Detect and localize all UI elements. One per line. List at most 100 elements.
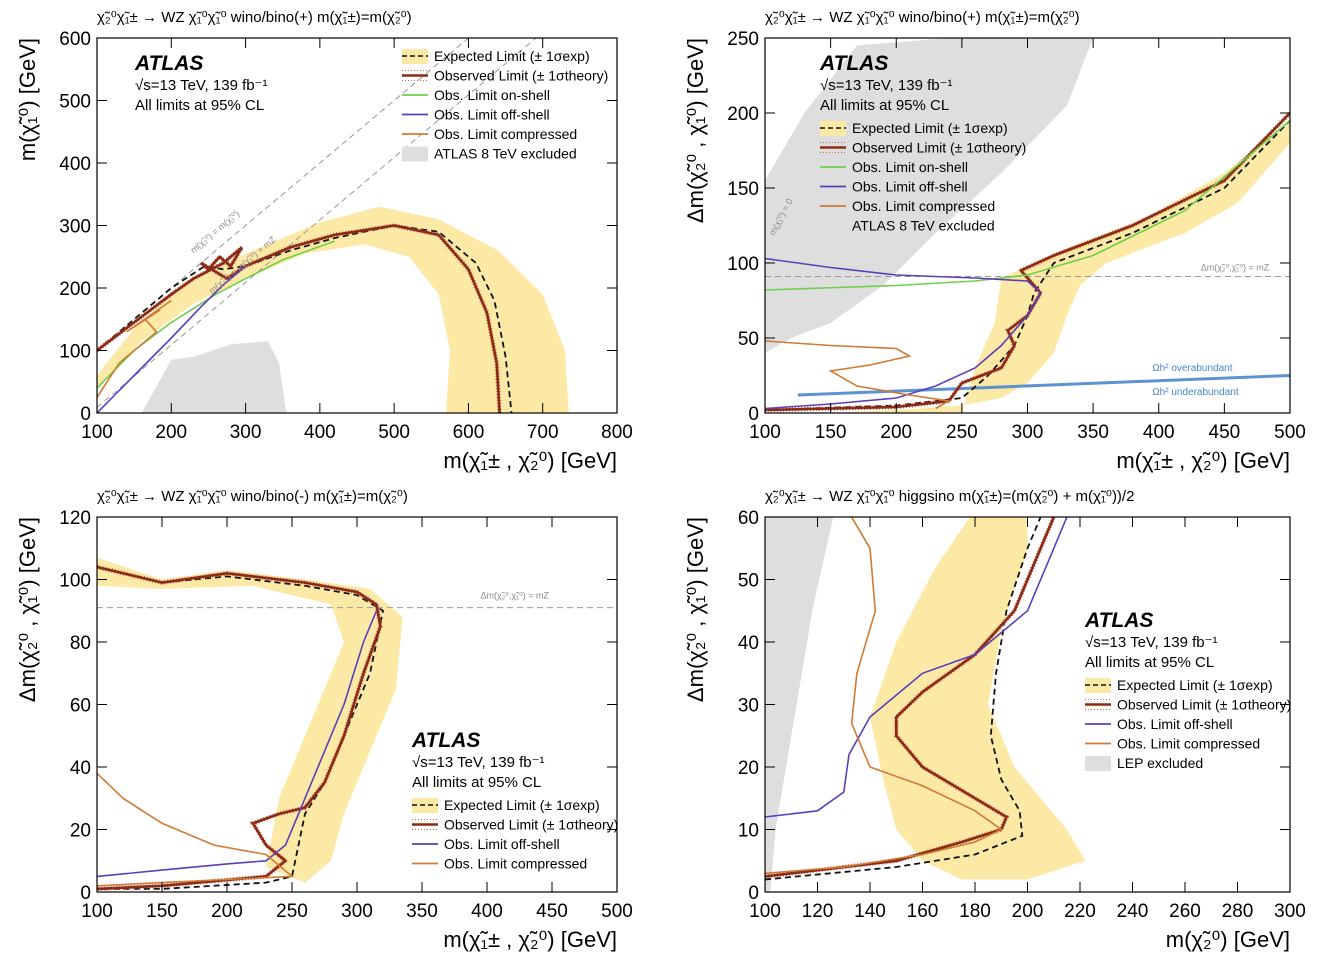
y-tick-label: 600 (59, 29, 91, 50)
y-tick-label: 50 (738, 329, 759, 350)
series-obs-limit-compressed (765, 517, 1003, 875)
x-tick-label: 100 (749, 901, 781, 922)
y-tick-label: 40 (70, 758, 91, 779)
excluded-region (765, 38, 1094, 353)
series-obs-limit-off-shell (97, 265, 247, 413)
series-obs-limit-off-shell (765, 517, 1068, 818)
y-tick-label: 40 (738, 633, 759, 654)
y-tick-label: 100 (59, 571, 91, 592)
x-tick-label: 250 (276, 901, 308, 922)
y-axis-label: Δm(χ̃₂⁰ , χ̃₁⁰) [GeV] (683, 38, 708, 223)
series-observed-limit (765, 517, 1055, 878)
x-tick-label: 300 (1012, 422, 1044, 443)
y-tick-label: 300 (59, 217, 91, 238)
plot-area (97, 38, 569, 413)
annotation-label: Ωh² overabundant (1152, 363, 1233, 374)
x-tick-label: 240 (1117, 901, 1149, 922)
legend-label: Obs. Limit on-shell (852, 159, 968, 175)
y-tick-label: 0 (80, 883, 91, 904)
legend-label: Obs. Limit compressed (852, 198, 995, 214)
energy-lumi-label: √s=13 TeV, 139 fb⁻¹ (1085, 634, 1218, 651)
atlas-label: ATLAS (819, 52, 888, 75)
x-tick-label: 160 (907, 901, 939, 922)
y-tick-label: 0 (748, 883, 759, 904)
legend-label: Observed Limit (± 1σtheory) (444, 817, 618, 833)
legend-label: Obs. Limit off-shell (434, 107, 550, 123)
atlas-label: ATLAS (134, 52, 203, 75)
kinematic-diagonal-1 (97, 38, 537, 408)
x-tick-label: 100 (749, 422, 781, 443)
series-obs-limit-compressed (97, 299, 172, 398)
energy-lumi-label: √s=13 TeV, 139 fb⁻¹ (135, 77, 268, 94)
legend-label: LEP excluded (1117, 755, 1203, 771)
x-tick-label: 500 (601, 901, 633, 922)
atlas-label: ATLAS (1084, 609, 1153, 632)
x-axis-label: m(χ̃₁± , χ̃₂⁰) [GeV] (443, 927, 617, 952)
legend-label: Obs. Limit off-shell (444, 836, 560, 852)
series-expected-limit (765, 517, 1042, 881)
chart-title: χ̃₂⁰χ̃₁± → WZ χ̃₁⁰χ̃₁⁰ wino/bino(+) m(χ̃… (97, 9, 412, 26)
energy-lumi-label: √s=13 TeV, 139 fb⁻¹ (820, 77, 953, 94)
y-tick-label: 400 (59, 154, 91, 175)
x-tick-label: 150 (815, 422, 847, 443)
legend-label: Expected Limit (± 1σexp) (852, 120, 1008, 136)
x-tick-label: 300 (341, 901, 373, 922)
x-tick-label: 450 (1209, 422, 1241, 443)
y-tick-label: 20 (70, 821, 91, 842)
x-tick-label: 180 (959, 901, 991, 922)
x-tick-label: 500 (1274, 422, 1306, 443)
y-tick-label: 30 (738, 696, 759, 717)
y-axis-label: m(χ̃₁⁰) [GeV] (15, 38, 40, 161)
x-axis-label: m(χ̃₁± , χ̃₂⁰) [GeV] (1116, 448, 1290, 473)
y-tick-label: 500 (59, 92, 91, 113)
x-tick-label: 100 (81, 422, 113, 443)
series-observed-limit (97, 565, 382, 891)
series-obs-limit-compressed (765, 340, 952, 410)
excluded-region (141, 341, 287, 413)
x-tick-label: 500 (378, 422, 410, 443)
y-tick-label: 200 (59, 279, 91, 300)
series-obs-limit-off-shell (97, 610, 378, 878)
legend-label: ATLAS 8 TeV excluded (434, 146, 577, 162)
legend: Expected Limit (± 1σexp) Observed Limit (… (402, 48, 608, 162)
legend-label: Observed Limit (± 1σtheory) (1117, 697, 1291, 713)
legend-label: Obs. Limit off-shell (852, 179, 968, 195)
y-tick-label: 100 (59, 342, 91, 363)
x-tick-label: 280 (1222, 901, 1254, 922)
series-observed-limit (765, 112, 1290, 412)
x-tick-label: 200 (1012, 901, 1044, 922)
x-axis-label: m(χ̃₂⁰) [GeV] (1166, 927, 1290, 952)
x-tick-label: 300 (230, 422, 262, 443)
excluded-region (765, 517, 834, 892)
y-tick-label: 120 (59, 508, 91, 529)
plot-area (765, 517, 1086, 892)
y-tick-label: 80 (70, 633, 91, 654)
legend-swatch-excluded (402, 146, 428, 162)
x-tick-label: 120 (802, 901, 834, 922)
expected-band (870, 517, 1086, 880)
y-tick-label: 250 (727, 29, 759, 50)
x-tick-label: 250 (946, 422, 978, 443)
relic-density-line (797, 374, 1290, 397)
x-tick-label: 200 (211, 901, 243, 922)
chart-panel-1: 100 200 300 400 500 600 700 8000100200300400500… (15, 9, 633, 473)
energy-lumi-label: √s=13 TeV, 139 fb⁻¹ (412, 754, 545, 771)
legend-label: Obs. Limit compressed (444, 856, 587, 872)
expected-band (97, 206, 569, 413)
series-expected-limit (97, 224, 513, 413)
legend-label: Observed Limit (± 1σtheory) (852, 140, 1026, 156)
annotation-label: Δm(χ̃₂⁰,χ̃₁⁰) = mZ (1201, 263, 1270, 273)
x-tick-label: 150 (146, 901, 178, 922)
annotation-label: Ωh² underabundant (1152, 387, 1239, 398)
legend-label: Obs. Limit compressed (1117, 736, 1260, 752)
series-obs-limit-compressed (97, 772, 295, 887)
chart-panel-2: 100 150 200 250 300 350 400 450 500 0 50 100 150 200 2… (683, 9, 1306, 473)
x-tick-label: 140 (854, 901, 886, 922)
atlas-label: ATLAS (411, 729, 480, 752)
legend-label: Obs. Limit off-shell (1117, 716, 1233, 732)
series-observed-limit (97, 224, 501, 413)
chart-panel-3: 100 150 200 250 300 350 400 450 500 0 20 40 60 80 100 1… (15, 488, 633, 952)
legend-swatch-excluded (820, 218, 846, 234)
x-tick-label: 200 (155, 422, 187, 443)
cl-label: All limits at 95% CL (135, 97, 264, 114)
